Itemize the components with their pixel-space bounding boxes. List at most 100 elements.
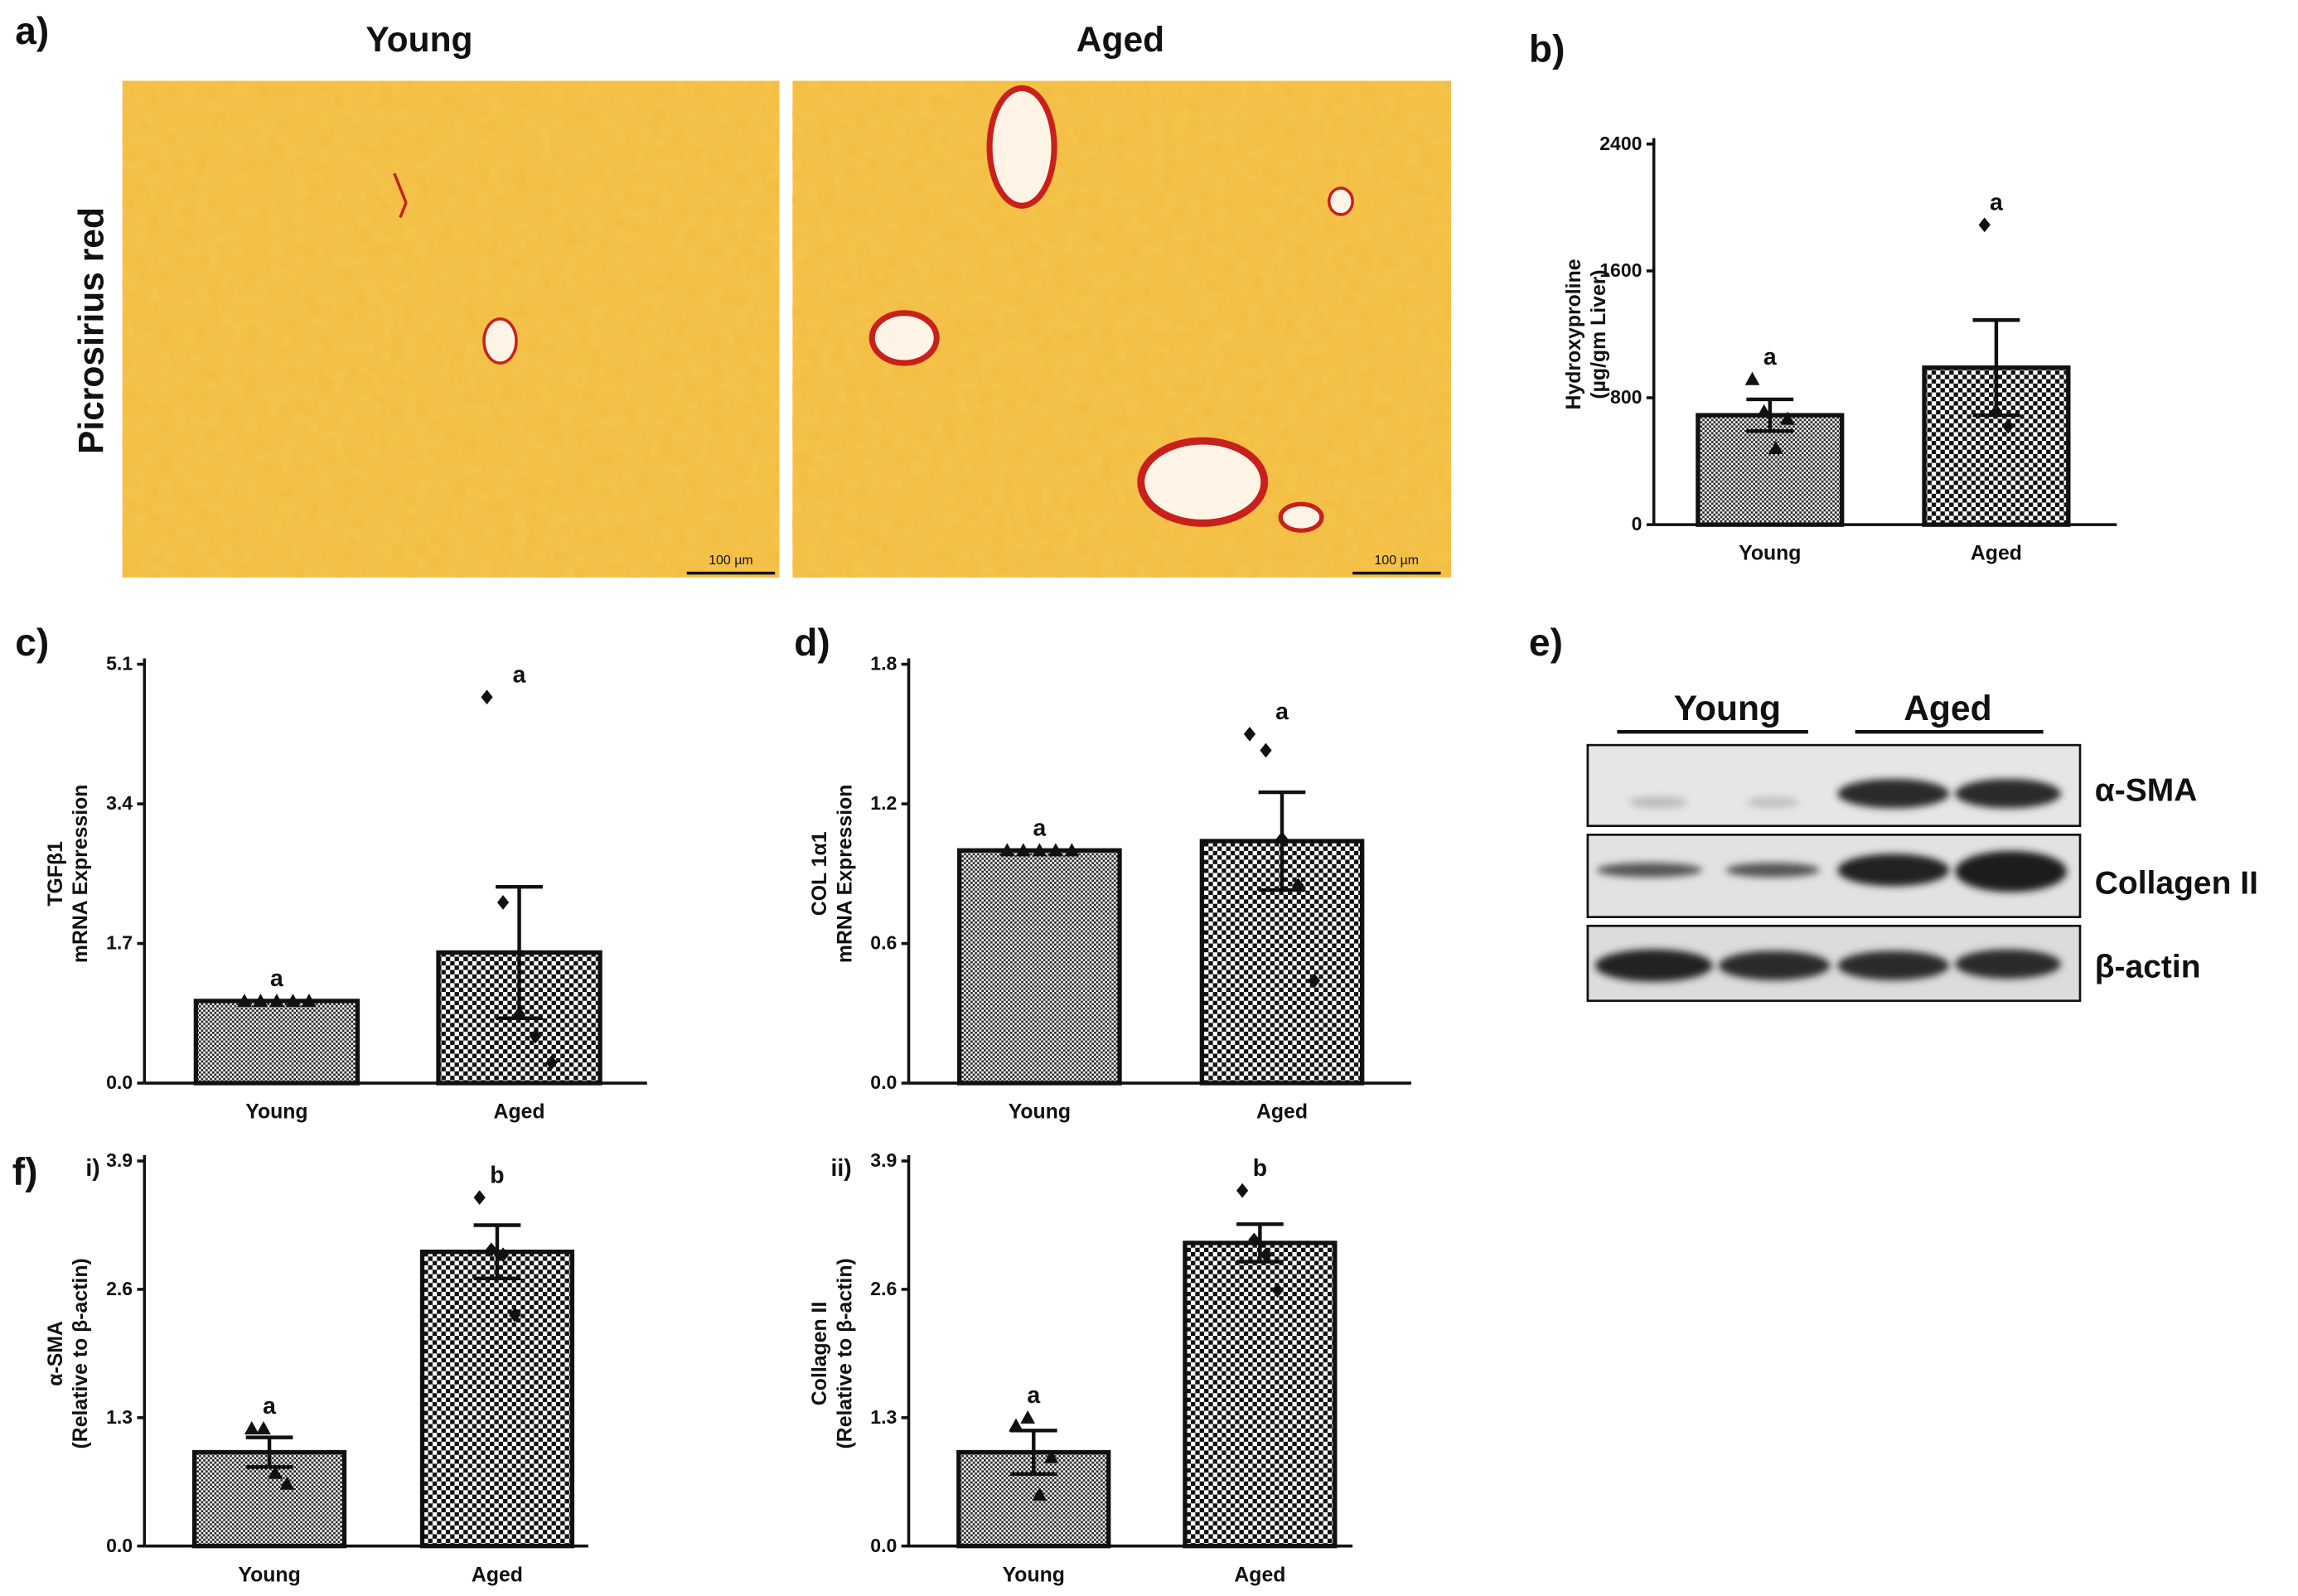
data-point [1236,1182,1249,1198]
y-tick-label: 0.0 [106,1535,133,1556]
bar [193,999,360,1086]
data-point [1260,742,1272,758]
band-label: Collagen II [2095,865,2258,901]
micrograph-young [122,80,780,578]
significance-label: a [263,1393,276,1419]
data-point [1756,404,1772,418]
y-tick-label: 1.3 [106,1406,133,1428]
y-axis-label: COL 1α1 [809,831,831,916]
error-bar [245,1435,293,1469]
data-point [2002,418,2015,434]
y-tick-label: 0.0 [106,1071,133,1093]
y-tick-label: 3.4 [106,792,133,814]
data-point [1020,1410,1036,1424]
row-label: Picrosirius red [72,207,112,454]
data-point [1978,217,1991,233]
x-tick-label: Young [1009,1101,1071,1124]
x-tick-label: Aged [1234,1564,1285,1586]
panel-label: c) [15,621,49,664]
y-tick-label: 1.3 [870,1406,897,1428]
y-tick-label: 800 [1610,386,1642,408]
y-axis-label: (µg/gm Liver) [1588,269,1610,399]
x-tick-label: Aged [494,1101,545,1124]
data-point [1271,1283,1284,1298]
data-point [1016,843,1031,857]
image-title: Young [365,20,472,60]
y-tick-label: 3.9 [106,1149,133,1171]
data-point [279,1476,295,1490]
panel-label: b) [1529,27,1565,70]
y-tick-label: 0.0 [870,1071,897,1093]
data-point [545,1055,558,1071]
data-point [1248,1232,1260,1248]
y-tick-label: 0.0 [870,1535,897,1556]
data-point [1308,973,1321,989]
data-point [496,1247,510,1263]
data-point [1275,831,1289,847]
data-point [1064,843,1080,857]
data-point [1032,843,1047,857]
y-tick-label: 5.1 [106,653,133,675]
y-axis-label: (Relative to β-actin) [70,1258,92,1448]
image-title: Aged [1076,20,1164,60]
error-bar [1236,1222,1284,1264]
significance-label: b [1253,1155,1267,1182]
y-tick-label: 2.6 [106,1278,133,1299]
data-point [1990,404,2003,419]
x-tick-label: Aged [1971,543,2022,565]
significance-label: b [490,1162,504,1188]
y-tick-label: 2.6 [870,1278,897,1299]
bar [957,848,1122,1086]
data-point [999,843,1015,857]
y-tick-label: 1.2 [870,792,897,814]
y-axis-label: TGFβ1 [45,841,67,907]
y-axis-label: Collagen II [809,1302,831,1405]
data-point [1260,1247,1272,1263]
data-point [1292,878,1304,893]
data-point [1780,411,1795,425]
data-point [1043,1449,1059,1463]
y-tick-label: 1.7 [106,932,133,954]
data-point [1009,1418,1023,1432]
y-axis-label: mRNA Expression [834,785,856,964]
y-axis-label: α-SMA [45,1321,67,1386]
significance-label: a [1033,815,1046,842]
x-tick-label: Young [1003,1564,1065,1586]
significance-label: a [513,662,526,689]
x-tick-label: Young [1739,543,1801,565]
significance-label: a [1027,1382,1040,1409]
panel-label: d) [794,621,830,664]
data-point [285,994,301,1008]
data-point [473,1190,486,1205]
y-tick-label: 1.8 [870,653,897,675]
western-blot [1586,729,2082,1003]
panel-label: a) [15,9,49,52]
y-axis-label: mRNA Expression [70,785,92,964]
group-label: Aged [1904,689,1991,728]
panel-label: e) [1529,621,1563,664]
data-point [256,1421,271,1435]
band-label: α-SMA [2095,773,2198,809]
data-point [253,994,269,1008]
data-point [244,1421,259,1435]
error-bar [473,1223,521,1281]
scale-bar-label: 100 µm [1375,554,1420,568]
bar [1183,1241,1338,1549]
data-point [269,994,284,1008]
bar [419,1249,575,1549]
y-tick-label: 3.9 [870,1149,897,1171]
data-point [1032,1487,1047,1501]
data-point [513,1006,525,1022]
x-tick-label: Young [245,1101,307,1124]
data-point [1768,441,1783,454]
y-tick-label: 0 [1632,513,1642,534]
data-point [302,994,317,1008]
significance-label: a [270,965,283,992]
x-tick-label: Aged [1256,1101,1308,1124]
data-point [1744,371,1760,385]
significance-label: a [1990,190,2003,216]
x-tick-label: Aged [472,1564,523,1586]
data-point [496,895,510,910]
y-axis-label: (Relative to β-actin) [834,1258,856,1448]
